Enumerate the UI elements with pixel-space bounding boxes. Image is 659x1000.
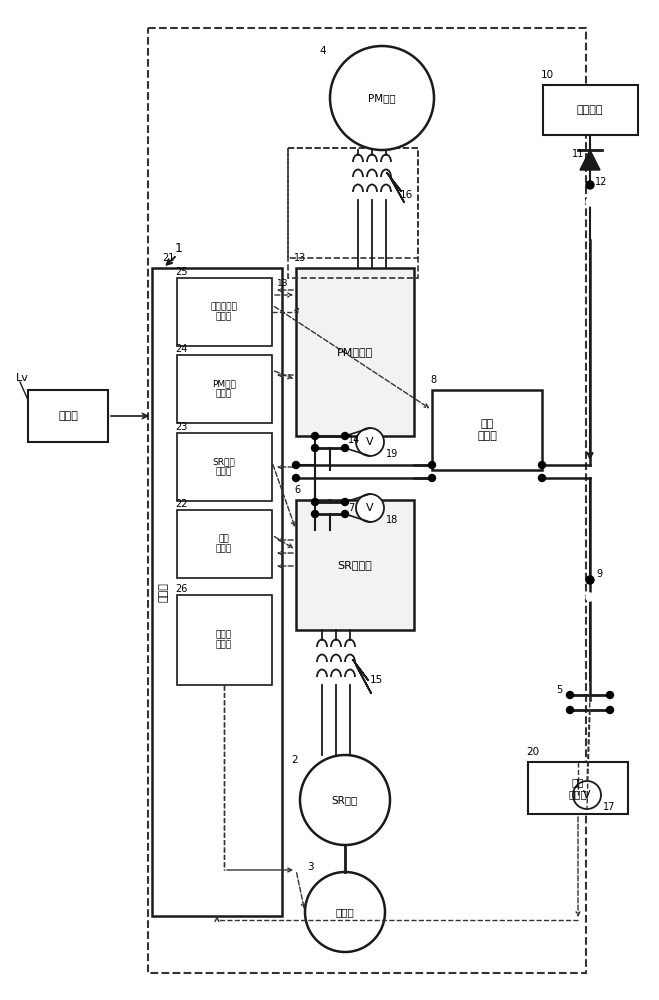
- Text: 8: 8: [430, 375, 436, 385]
- Text: 5: 5: [556, 685, 562, 695]
- Text: 13: 13: [277, 279, 288, 288]
- Bar: [288, 148, 418, 258]
- Bar: [543, 85, 638, 135]
- Polygon shape: [580, 150, 600, 170]
- Circle shape: [341, 498, 349, 506]
- Circle shape: [300, 755, 390, 845]
- Circle shape: [341, 444, 349, 452]
- Bar: [288, 148, 418, 278]
- Circle shape: [341, 510, 349, 518]
- Bar: [177, 433, 272, 501]
- Bar: [177, 510, 272, 578]
- Bar: [152, 268, 282, 916]
- Bar: [177, 355, 272, 423]
- Text: PM逆变器: PM逆变器: [337, 347, 373, 357]
- Circle shape: [356, 494, 384, 522]
- Text: 励磁电源: 励磁电源: [577, 105, 603, 115]
- Circle shape: [312, 432, 318, 440]
- Text: 11: 11: [572, 149, 585, 159]
- Text: 22: 22: [175, 499, 188, 509]
- Text: 15: 15: [370, 675, 384, 685]
- Text: PM马达
控制部: PM马达 控制部: [212, 379, 236, 399]
- Text: 3: 3: [307, 862, 314, 872]
- Circle shape: [606, 706, 614, 714]
- Bar: [296, 500, 414, 630]
- Text: 19: 19: [386, 449, 398, 459]
- Text: 23: 23: [175, 422, 187, 432]
- Text: 18: 18: [386, 515, 398, 525]
- Bar: [28, 390, 108, 442]
- Text: 17: 17: [603, 802, 616, 812]
- Text: 接触器
控制部: 接触器 控制部: [216, 630, 232, 650]
- Text: 绝缘
传感器: 绝缘 传感器: [569, 777, 587, 799]
- Text: 13: 13: [294, 253, 306, 263]
- Circle shape: [567, 706, 573, 714]
- Text: 14: 14: [348, 435, 360, 445]
- Circle shape: [586, 198, 594, 206]
- Circle shape: [330, 46, 434, 150]
- Circle shape: [567, 692, 573, 698]
- Text: V: V: [366, 437, 374, 447]
- Text: 12: 12: [595, 177, 608, 187]
- Text: 9: 9: [596, 569, 602, 579]
- Text: 26: 26: [175, 584, 187, 594]
- Text: 16: 16: [400, 190, 413, 200]
- Bar: [177, 595, 272, 685]
- Text: 24: 24: [175, 344, 187, 354]
- Bar: [177, 278, 272, 346]
- Bar: [296, 268, 414, 436]
- Text: Lv: Lv: [16, 373, 29, 383]
- Text: PM马达: PM马达: [368, 93, 396, 103]
- Text: 电压变换器
控制部: 电压变换器 控制部: [211, 302, 237, 322]
- Circle shape: [586, 576, 594, 584]
- Text: 车体
控制部: 车体 控制部: [216, 534, 232, 554]
- Circle shape: [573, 781, 601, 809]
- Text: 发动机: 发动机: [335, 907, 355, 917]
- Bar: [148, 28, 586, 973]
- Circle shape: [293, 475, 299, 482]
- Text: 20: 20: [526, 747, 539, 757]
- Text: 6: 6: [294, 485, 300, 495]
- Text: 25: 25: [175, 267, 188, 277]
- Text: 4: 4: [320, 46, 326, 56]
- Text: 控制器: 控制器: [159, 582, 169, 602]
- Circle shape: [312, 510, 318, 518]
- Text: SR驱动器: SR驱动器: [337, 560, 372, 570]
- Circle shape: [356, 428, 384, 456]
- Text: SR马达: SR马达: [332, 795, 358, 805]
- Circle shape: [586, 593, 594, 601]
- Text: 2: 2: [291, 755, 298, 765]
- Circle shape: [341, 432, 349, 440]
- Circle shape: [538, 462, 546, 468]
- Text: 1: 1: [175, 241, 183, 254]
- Circle shape: [305, 872, 385, 952]
- Circle shape: [312, 498, 318, 506]
- Circle shape: [606, 692, 614, 698]
- Text: 操作杆: 操作杆: [58, 411, 78, 421]
- Bar: [528, 762, 628, 814]
- Text: 21: 21: [162, 253, 175, 263]
- Circle shape: [428, 462, 436, 468]
- Circle shape: [586, 181, 594, 189]
- Text: V: V: [583, 790, 591, 800]
- Circle shape: [428, 475, 436, 482]
- Bar: [432, 390, 542, 470]
- Text: 7: 7: [348, 503, 355, 513]
- Circle shape: [538, 475, 546, 482]
- Circle shape: [312, 444, 318, 452]
- Text: 电压
变换器: 电压 变换器: [477, 419, 497, 441]
- Text: SR马达
控制部: SR马达 控制部: [213, 457, 235, 477]
- Text: V: V: [366, 503, 374, 513]
- Circle shape: [293, 462, 299, 468]
- Text: 10: 10: [541, 70, 554, 80]
